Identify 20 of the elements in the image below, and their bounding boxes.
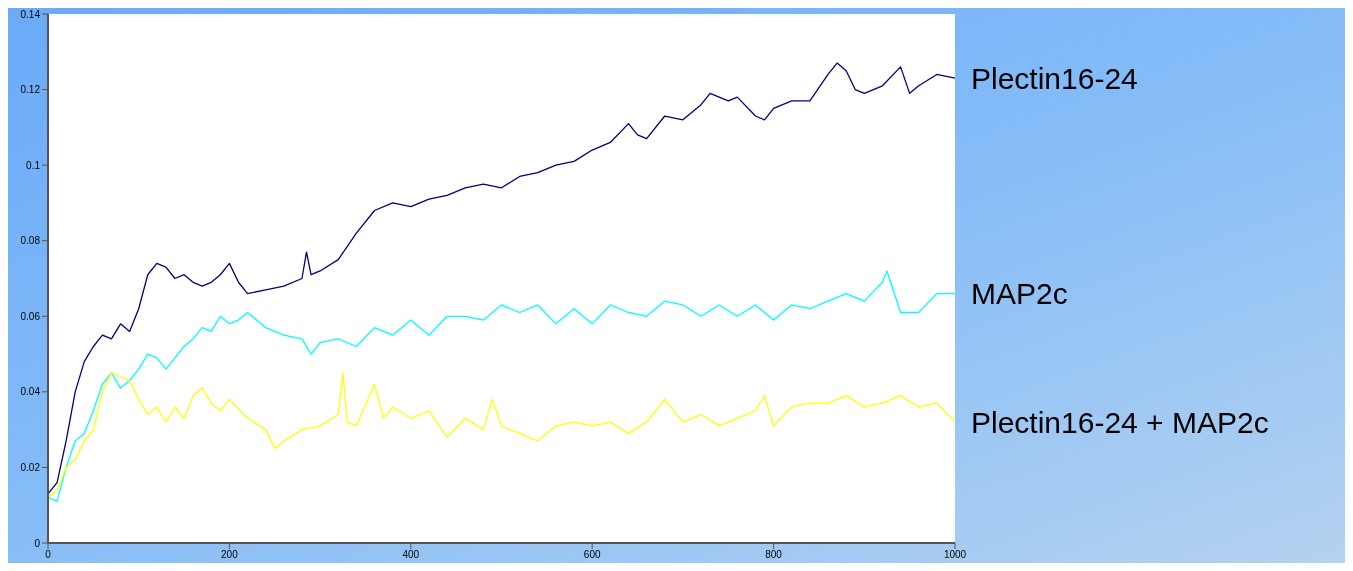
line-series [48,372,955,499]
series-label: MAP2c [971,277,1068,311]
y-tick-label: 0.1 [26,159,41,171]
y-tick-label: 0 [34,537,41,549]
y-tick-label: 0.06 [20,310,41,322]
y-tick-label: 0.12 [20,84,41,96]
x-tick-label: 1000 [943,549,967,561]
x-tick-label: 600 [583,549,601,561]
x-tick-label: 800 [765,549,783,561]
x-tick-label: 400 [402,549,420,561]
y-tick-label: 0.14 [20,8,41,20]
line-series [48,62,955,495]
series-label: Plectin16-24 + MAP2c [971,405,1269,439]
line-series [48,270,955,503]
x-tick-label: 0 [45,549,52,561]
y-tick-label: 0.04 [20,386,41,398]
y-tick-label: 0.02 [20,461,41,473]
series-label: Plectin16-24 [971,61,1138,95]
x-tick-label: 200 [221,549,239,561]
y-tick-label: 0.08 [20,235,41,247]
